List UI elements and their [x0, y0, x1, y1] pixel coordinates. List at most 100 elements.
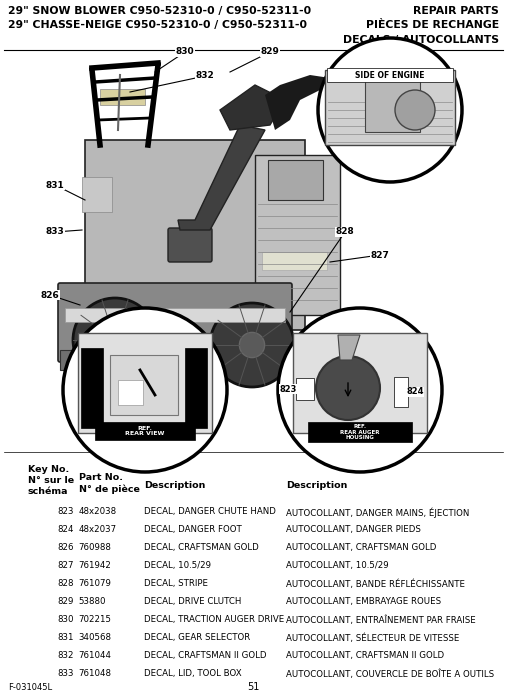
Text: 833: 833 [46, 228, 64, 237]
Text: 832: 832 [58, 651, 74, 660]
Text: 830: 830 [176, 48, 194, 57]
Text: PIÈCES DE RECHANGE: PIÈCES DE RECHANGE [366, 20, 499, 30]
Text: 831: 831 [46, 181, 64, 190]
Text: AUTOCOLLANT, SÉLECTEUR DE VITESSE: AUTOCOLLANT, SÉLECTEUR DE VITESSE [286, 633, 460, 643]
Bar [78, 333, 212, 433]
Text: 824: 824 [58, 525, 74, 534]
Text: REF.
REAR AUGER
HOUSING: REF. REAR AUGER HOUSING [340, 424, 380, 440]
Text: DECAL, DRIVE CLUTCH: DECAL, DRIVE CLUTCH [144, 597, 242, 606]
Bar [82, 177, 112, 212]
Text: AUTOCOLLANT, CRAFTSMAN II GOLD: AUTOCOLLANT, CRAFTSMAN II GOLD [286, 651, 445, 660]
Text: DECAL, 10.5/29: DECAL, 10.5/29 [144, 561, 211, 570]
Bar [110, 355, 178, 415]
Text: REPAIR PARTS: REPAIR PARTS [413, 6, 499, 16]
Text: 826: 826 [58, 543, 74, 552]
Text: 48x2037: 48x2037 [79, 525, 117, 534]
Text: DECAL, DANGER CHUTE HAND: DECAL, DANGER CHUTE HAND [144, 507, 276, 516]
Polygon shape [265, 75, 330, 130]
Bar [100, 89, 145, 105]
Bar [308, 422, 412, 442]
Bar [268, 160, 323, 200]
Text: AUTOCOLLANT, BANDE RÉFLÉCHISSANTE: AUTOCOLLANT, BANDE RÉFLÉCHISSANTE [286, 579, 465, 589]
Text: 761942: 761942 [79, 561, 112, 570]
Text: AUTOCOLLANT, DANGER MAINS, ÉJECTION: AUTOCOLLANT, DANGER MAINS, ÉJECTION [286, 507, 470, 517]
Text: F-031045L: F-031045L [8, 683, 52, 692]
Text: 831: 831 [58, 633, 74, 642]
Text: 760988: 760988 [79, 543, 112, 552]
Text: AUTOCOLLANT, 10.5/29: AUTOCOLLANT, 10.5/29 [286, 561, 389, 570]
FancyBboxPatch shape [58, 283, 292, 362]
Text: 761048: 761048 [79, 669, 112, 678]
Circle shape [318, 38, 462, 182]
Bar [327, 68, 453, 82]
Text: 53880: 53880 [79, 597, 106, 606]
Text: 823: 823 [58, 507, 74, 516]
Polygon shape [338, 335, 360, 360]
Text: SIDE OF ENGINE: SIDE OF ENGINE [355, 71, 425, 80]
Bar [325, 70, 455, 145]
Text: AUTOCOLLANT, DANGER PIEDS: AUTOCOLLANT, DANGER PIEDS [286, 525, 421, 534]
Text: Key No.
N° sur le
schéma: Key No. N° sur le schéma [28, 465, 74, 496]
Text: 823: 823 [279, 384, 297, 393]
Bar [85, 140, 305, 330]
Circle shape [63, 308, 227, 472]
Text: 51: 51 [247, 682, 260, 692]
Text: 832: 832 [196, 71, 214, 80]
Text: 826: 826 [41, 290, 59, 300]
Bar [60, 350, 290, 370]
Bar [262, 252, 327, 270]
Text: AUTOCOLLANT, COUVERCLE DE BOÎTE A OUTILS: AUTOCOLLANT, COUVERCLE DE BOÎTE A OUTILS [286, 669, 495, 678]
Text: 824: 824 [406, 388, 424, 396]
Bar [394, 377, 408, 407]
Text: 828: 828 [336, 228, 354, 237]
Text: 29" SNOW BLOWER C950-52310-0 / C950-52311-0: 29" SNOW BLOWER C950-52310-0 / C950-5231… [8, 6, 311, 16]
Text: DECAL, LID, TOOL BOX: DECAL, LID, TOOL BOX [144, 669, 242, 678]
Bar [118, 380, 143, 405]
Circle shape [278, 308, 442, 472]
Text: 833: 833 [58, 669, 74, 678]
Text: 827: 827 [58, 561, 74, 570]
Text: 702215: 702215 [79, 615, 112, 624]
Text: DECAL, CRAFTSMAN II GOLD: DECAL, CRAFTSMAN II GOLD [144, 651, 267, 660]
Text: Description: Description [144, 481, 206, 490]
Circle shape [239, 332, 265, 358]
Text: DECAL, TRACTION AUGER DRIVE: DECAL, TRACTION AUGER DRIVE [144, 615, 285, 624]
Circle shape [316, 356, 380, 420]
Text: AUTOCOLLANT, CRAFTSMAN GOLD: AUTOCOLLANT, CRAFTSMAN GOLD [286, 543, 437, 552]
Circle shape [395, 90, 435, 130]
Text: 829: 829 [58, 597, 74, 606]
Text: AUTOCOLLANT, ENTRAÎNEMENT PAR FRAISE: AUTOCOLLANT, ENTRAÎNEMENT PAR FRAISE [286, 615, 476, 624]
Text: 828: 828 [58, 579, 74, 588]
Text: 761079: 761079 [79, 579, 112, 588]
Text: 829: 829 [261, 48, 279, 57]
Circle shape [102, 328, 128, 353]
Bar [185, 348, 207, 428]
Bar [365, 77, 420, 132]
Text: DECAL, GEAR SELECTOR: DECAL, GEAR SELECTOR [144, 633, 251, 642]
Text: Description: Description [286, 481, 348, 490]
Text: Part No.
N° de pièce: Part No. N° de pièce [79, 473, 139, 494]
Bar [95, 422, 195, 440]
Text: DECAL, CRAFTSMAN GOLD: DECAL, CRAFTSMAN GOLD [144, 543, 259, 552]
Text: DECALS / AUTOCOLLANTS: DECALS / AUTOCOLLANTS [343, 35, 499, 45]
Bar [296, 378, 314, 400]
Bar [81, 348, 103, 428]
Text: 830: 830 [58, 615, 74, 624]
FancyBboxPatch shape [168, 228, 212, 262]
Text: REF.
REAR VIEW: REF. REAR VIEW [125, 426, 165, 436]
Text: 827: 827 [371, 251, 389, 260]
Polygon shape [178, 125, 265, 230]
Text: 29" CHASSE-NEIGE C950-52310-0 / C950-52311-0: 29" CHASSE-NEIGE C950-52310-0 / C950-523… [8, 20, 307, 30]
Text: DECAL, DANGER FOOT: DECAL, DANGER FOOT [144, 525, 242, 534]
Text: DECAL, STRIPE: DECAL, STRIPE [144, 579, 208, 588]
Circle shape [210, 303, 294, 387]
Text: 761044: 761044 [79, 651, 112, 660]
Text: AUTOCOLLANT, EMBRAYAGE ROUES: AUTOCOLLANT, EMBRAYAGE ROUES [286, 597, 442, 606]
Text: 48x2038: 48x2038 [79, 507, 117, 516]
Text: 340568: 340568 [79, 633, 112, 642]
Polygon shape [220, 85, 285, 130]
Bar [293, 333, 427, 433]
Circle shape [73, 298, 157, 382]
Bar [255, 155, 340, 315]
Bar [65, 308, 285, 322]
